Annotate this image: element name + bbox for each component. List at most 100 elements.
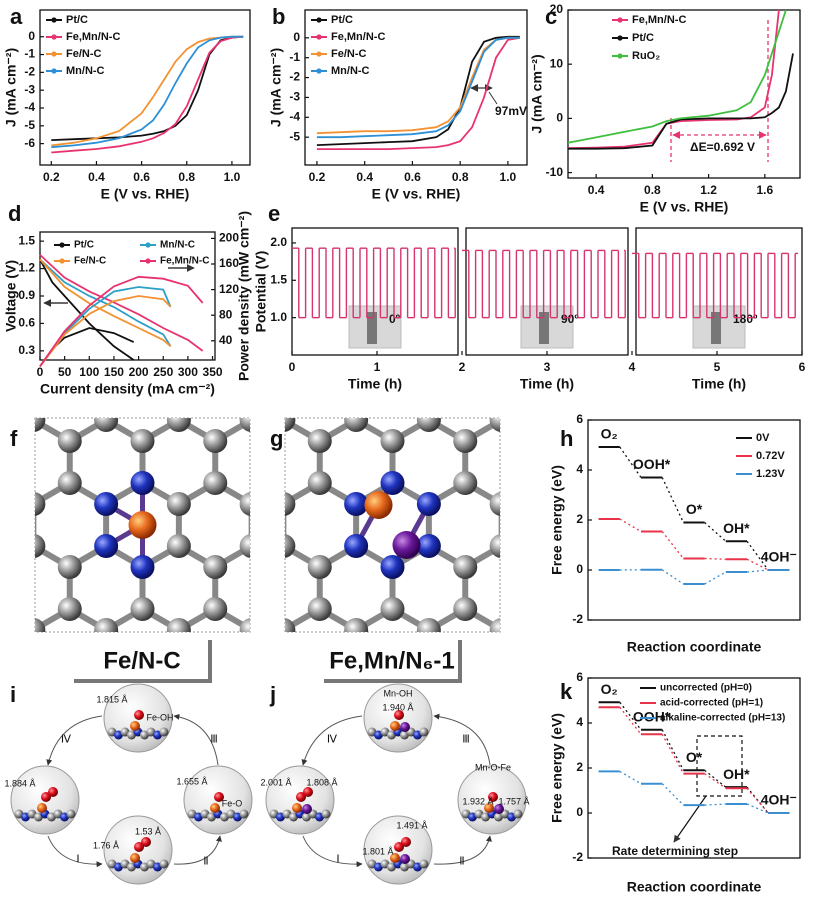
y-tick-label: 0.9 [18, 288, 35, 302]
carbon-atom [308, 849, 332, 873]
legend-label: uncorrected (pH=0) [660, 683, 752, 694]
energy-connector [620, 771, 641, 783]
structure-caption: Fe,Mn/N₆-1 [329, 647, 455, 674]
carbon-atom [344, 744, 368, 768]
nitrogen-atom [417, 534, 441, 558]
y-tick-label: 6 [576, 412, 583, 426]
legend-label: Fe,Mn/N-C [331, 31, 385, 43]
energy-connector [662, 730, 683, 771]
bond [579, 735, 615, 756]
metal-atom [365, 491, 393, 519]
carbon-atom [417, 744, 441, 768]
bond [502, 231, 538, 252]
legend-marker [51, 34, 56, 39]
x-tick-label: 0 [37, 365, 44, 379]
bond [506, 672, 542, 693]
x-tick-label: 0.4 [88, 170, 105, 184]
carbon-atom [240, 660, 264, 684]
carbon-atom [453, 429, 477, 453]
bond [470, 735, 506, 756]
carbon-atom [712, 807, 736, 831]
carbon-atom [21, 408, 45, 432]
carbon-atom [526, 219, 550, 243]
carbon-atom [276, 849, 300, 873]
carbon-atom [276, 723, 300, 747]
bond [720, 798, 756, 819]
bond [793, 735, 813, 756]
carbon-atom [203, 597, 227, 621]
carbon-atom [526, 723, 550, 747]
x-axis-title: Time (h) [348, 376, 402, 392]
legend-marker [51, 68, 56, 73]
bond [283, 735, 319, 756]
y-tick-label: -2 [572, 850, 583, 864]
carbon-atom [0, 597, 9, 621]
bond [247, 609, 283, 630]
model-label: 1.884 Å [4, 778, 35, 788]
metal-atom [130, 853, 140, 863]
energy-connector [662, 734, 683, 773]
y2-axis-title: Power density (mW cm⁻²) [236, 211, 252, 381]
legend-label: Fe/N-C [66, 48, 102, 60]
bond [611, 546, 647, 567]
nitrogen-atom [344, 534, 368, 558]
legend-label: Fe,Mn/N-C [66, 31, 120, 43]
bond [247, 357, 283, 378]
carbon-atom [0, 366, 4, 390]
carbon-atom [381, 345, 405, 369]
bond [683, 798, 719, 819]
legend-label: 0V [756, 432, 770, 444]
carbon-atom [635, 786, 659, 810]
x-tick-label: 350 [203, 365, 223, 379]
bond [611, 798, 647, 819]
bond [611, 735, 647, 756]
carbon-atom [17, 177, 41, 201]
annotation: ΔE=0.692 V [690, 140, 755, 154]
legend-marker [145, 242, 150, 247]
y-tick-label: 0 [576, 562, 583, 576]
carbon-atom [490, 366, 514, 390]
carbon-atom [167, 534, 191, 558]
legend-label: Pt/C [74, 240, 94, 251]
model-label: 1.53 Å [135, 826, 161, 836]
carbon-atom [603, 744, 627, 768]
model-label: 1.655 Å [176, 776, 207, 786]
carbon-atom [58, 429, 82, 453]
carbon-atom [271, 492, 295, 516]
nitrogen-atom [381, 555, 405, 579]
bond [720, 483, 756, 504]
carbon-atom [599, 303, 623, 327]
legend-label: Pt/C [66, 14, 88, 26]
y-tick-label: 10 [550, 56, 564, 70]
carbon-atom [708, 534, 732, 558]
carbon-atom [421, 345, 445, 369]
carbon-atom [385, 240, 409, 264]
legend-label: Fe/N-C [74, 256, 106, 267]
model-label: 1.801 Å [362, 846, 393, 856]
legend-label: 0.72V [756, 450, 785, 462]
y-tick-label: 0.3 [18, 343, 35, 357]
carbon-atom [526, 807, 550, 831]
carbon-atom [635, 660, 659, 684]
model-label: Fe-OH [147, 712, 174, 722]
carbon-atom [671, 345, 695, 369]
carbon-atom [235, 723, 259, 747]
bond [247, 672, 283, 693]
bond [0, 546, 33, 567]
carbon-atom [671, 471, 695, 495]
panel-letter: j [269, 682, 276, 707]
y-tick-label: 2 [576, 760, 583, 774]
carbon-atom [0, 345, 9, 369]
carbon-atom [599, 471, 623, 495]
carbon-atom [417, 618, 441, 642]
x-tick-label: 0.6 [133, 170, 150, 184]
carbon-atom [562, 282, 586, 306]
carbon-atom [417, 786, 441, 810]
carbon-atom [58, 597, 82, 621]
bond [615, 672, 651, 693]
carbon-atom [344, 618, 368, 642]
metal-atom [302, 804, 312, 814]
carbon-atom [490, 408, 514, 432]
legend-label: alkaline-corrected (pH=13) [660, 713, 785, 724]
y-tick-label: 0 [28, 29, 35, 43]
